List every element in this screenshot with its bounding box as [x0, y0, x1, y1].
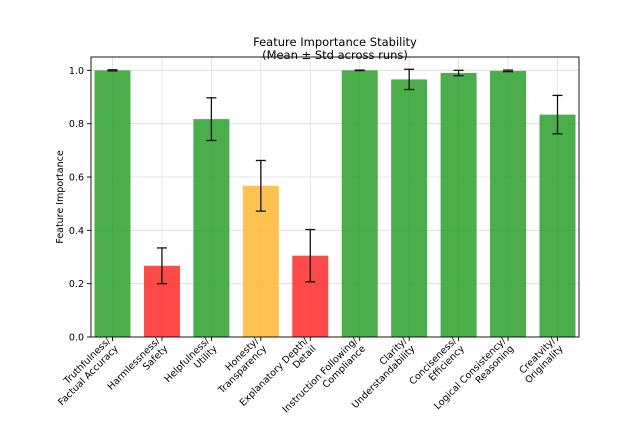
chart-title: Feature Importance Stability — [253, 35, 417, 49]
y-tick-label: 0.6 — [69, 173, 84, 184]
y-axis-label: Feature Importance — [55, 150, 66, 244]
bars — [94, 70, 576, 338]
y-tick-label: 1.0 — [69, 66, 84, 77]
y-tick-label: 0.8 — [69, 119, 84, 130]
x-tick-label: Truthfulness/Factual Accuracy — [48, 335, 121, 408]
bar — [440, 73, 477, 337]
y-axis-ticks: 0.0 0.2 0.4 0.6 0.8 1.0 — [69, 66, 91, 344]
x-tick-label: Creatvity/Originality — [515, 335, 566, 386]
bar — [193, 119, 230, 337]
x-tick-label: Helpfulness/Utility — [163, 335, 221, 393]
bar — [391, 79, 428, 338]
y-tick-label: 0.0 — [69, 333, 84, 344]
y-tick-label: 0.4 — [69, 226, 84, 237]
x-tick-label: Harmlessness/Safety — [106, 335, 171, 400]
chart-subtitle: (Mean ± Std across runs) — [262, 48, 408, 62]
bar — [539, 114, 576, 337]
bar — [341, 70, 378, 337]
y-tick-label: 0.2 — [69, 279, 84, 290]
x-axis-ticks: Truthfulness/Factual AccuracyHarmlessnes… — [48, 335, 566, 415]
bar — [490, 70, 527, 337]
plot-frame — [90, 56, 580, 338]
error-bars — [107, 68, 563, 285]
bar — [94, 70, 131, 337]
